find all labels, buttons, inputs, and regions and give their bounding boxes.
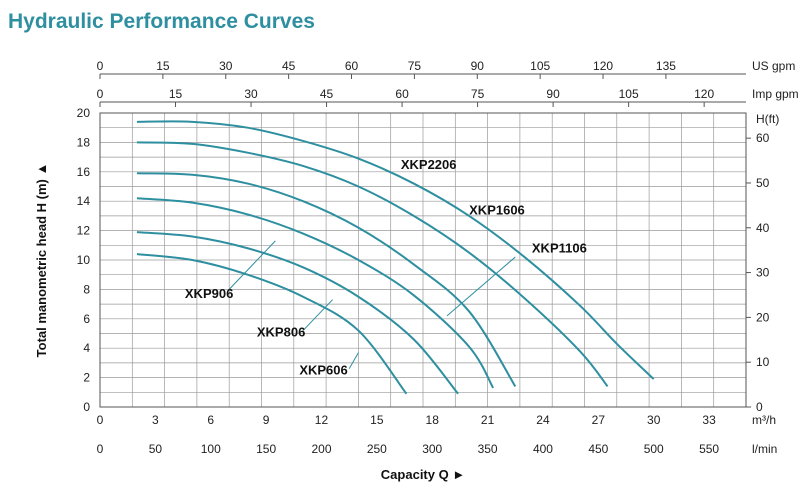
leader-line [348,352,359,370]
x-tick-label: 400 [533,442,553,456]
x-tick-label: 450 [588,442,608,456]
x-tick-label: 350 [478,442,498,456]
y-tick-label: 16 [77,165,91,179]
x-unit-label: m³/h [752,413,776,427]
x-tick-label: 200 [311,442,331,456]
ft-tick-label: 20 [756,310,770,324]
x-tick-label: 0 [97,87,104,101]
x-tick-label: 500 [644,442,664,456]
y-tick-label: 6 [83,312,90,326]
x-tick-label: 300 [422,442,442,456]
x-tick-label: 27 [592,413,606,427]
ft-tick-label: 30 [756,266,770,280]
x-tick-label: 30 [219,59,233,73]
x-tick-label: 0 [97,59,104,73]
ft-tick-label: 60 [756,131,770,145]
ft-tick-label: 10 [756,355,770,369]
label-xkp606: XKP606 [299,363,347,378]
ft-tick-label: 0 [756,400,763,414]
y-tick-label: 0 [83,400,90,414]
ft-tick-label: 50 [756,176,770,190]
x-unit-label: US gpm [752,59,795,73]
curve-xkp1106 [136,172,517,387]
ft-unit-label: H(ft) [756,112,779,126]
x-tick-label: 90 [471,59,485,73]
y-tick-label: 10 [77,253,91,267]
y-axis-title: Total manometric head H (m) ▲ [34,163,49,358]
x-tick-label: 75 [408,59,422,73]
x-tick-label: 60 [395,87,409,101]
x-axis-title: Capacity Q ► [381,467,465,482]
x-tick-label: 50 [149,442,163,456]
curve-xkp1606 [136,141,609,388]
label-xkp2206: XKP2206 [401,157,457,172]
x-tick-label: 150 [256,442,276,456]
curve-xkp906 [136,197,495,389]
x-tick-label: 60 [345,59,359,73]
x-tick-label: 120 [694,87,714,101]
leader-lines [228,240,516,370]
curve-xkp2206 [136,120,655,380]
x-tick-label: 105 [530,59,550,73]
y-tick-label: 18 [77,135,91,149]
x-tick-label: 15 [169,87,183,101]
label-xkp906: XKP906 [185,286,233,301]
x-tick-label: 12 [315,413,329,427]
ft-tick-label: 40 [756,221,770,235]
label-xkp806: XKP806 [257,324,305,339]
x-tick-label: 33 [702,413,716,427]
label-xkp1606: XKP1606 [469,202,525,217]
curves [136,120,655,395]
x-tick-label: 9 [263,413,270,427]
curve-xkp606 [136,253,408,395]
x-tick-label: 21 [481,413,495,427]
x-tick-label: 45 [320,87,334,101]
y-tick-label: 4 [83,341,90,355]
leader-line [228,240,276,290]
x-tick-label: 30 [244,87,258,101]
y-tick-label: 14 [77,194,91,208]
x-tick-label: 120 [593,59,613,73]
x-tick-label: 75 [471,87,485,101]
x-tick-label: 550 [699,442,719,456]
x-tick-label: 100 [201,442,221,456]
chart-title: Hydraulic Performance Curves [8,10,315,33]
x-tick-label: 15 [156,59,170,73]
x-tick-label: 0 [97,442,104,456]
leader-line [302,299,333,331]
plot-frame [99,112,747,408]
leader-line [446,256,516,317]
x-tick-label: 250 [367,442,387,456]
y-tick-label: 8 [83,282,90,296]
label-xkp1106: XKP1106 [532,241,587,256]
x-tick-label: 18 [426,413,440,427]
x-tick-label: 3 [152,413,159,427]
x-tick-label: 90 [546,87,560,101]
x-tick-label: 105 [619,87,639,101]
x-tick-label: 0 [97,413,104,427]
y-tick-label: 12 [77,224,91,238]
x-tick-label: 6 [207,413,214,427]
x-tick-label: 45 [282,59,296,73]
x-tick-label: 30 [647,413,661,427]
x-tick-label: 24 [536,413,550,427]
x-tick-label: 15 [370,413,384,427]
curve-xkp806 [136,231,459,395]
x-unit-label: Imp gpm [752,87,799,101]
y-tick-label: 2 [83,371,90,385]
y-tick-label: 20 [77,106,91,120]
x-unit-label: l/min [752,442,777,456]
curve-labels: XKP2206 XKP1606 XKP1106 XKP906 XKP806 XKP606 [185,157,587,378]
x-tick-label: 135 [656,59,676,73]
